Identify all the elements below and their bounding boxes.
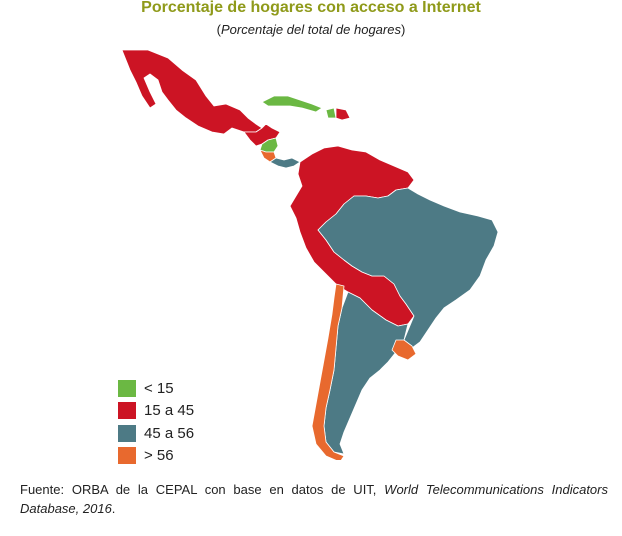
source-suffix: .	[111, 501, 116, 516]
source-prefix: Fuente: ORBA de la CEPAL con base en dat…	[20, 482, 385, 497]
region-haiti	[325, 107, 337, 119]
legend-label: 45 a 56	[144, 424, 195, 442]
region-brazil	[317, 187, 499, 349]
legend-item: > 56	[118, 445, 194, 468]
legend-item: 15 a 45	[118, 400, 194, 423]
region-cuba	[261, 95, 323, 113]
region-chile	[311, 283, 345, 460]
region-mexico	[121, 49, 263, 135]
subtitle-open-paren: (	[216, 22, 222, 37]
source-italic: World Telecommunications Indicators Data…	[20, 482, 608, 516]
legend-label: < 15	[144, 379, 174, 397]
latin-america-map	[121, 49, 499, 460]
map-legend: < 15 15 a 45 45 a 56 > 56	[118, 377, 194, 467]
subtitle-close-paren: )	[400, 22, 406, 37]
region-uruguay	[391, 339, 417, 361]
map-title: Porcentaje de hogares con acceso a Inter…	[141, 0, 481, 16]
region-dominican-republic	[335, 107, 351, 121]
legend-item: 45 a 56	[118, 422, 194, 445]
region-panama	[269, 157, 301, 169]
source-note: Fuente: ORBA de la CEPAL con base en dat…	[20, 480, 608, 518]
legend-swatch	[118, 447, 136, 465]
legend-swatch	[118, 424, 136, 442]
map-subtitle: (Porcentaje del total de hogares)	[0, 22, 622, 38]
legend-item: < 15	[118, 377, 194, 400]
legend-label: 15 a 45	[144, 402, 195, 420]
legend-swatch	[118, 402, 136, 420]
legend-label: > 56	[144, 447, 174, 465]
legend-swatch	[118, 379, 136, 397]
subtitle-text: Porcentaje del total de hogares	[221, 22, 401, 37]
region-guatemala-honduras	[243, 123, 281, 147]
